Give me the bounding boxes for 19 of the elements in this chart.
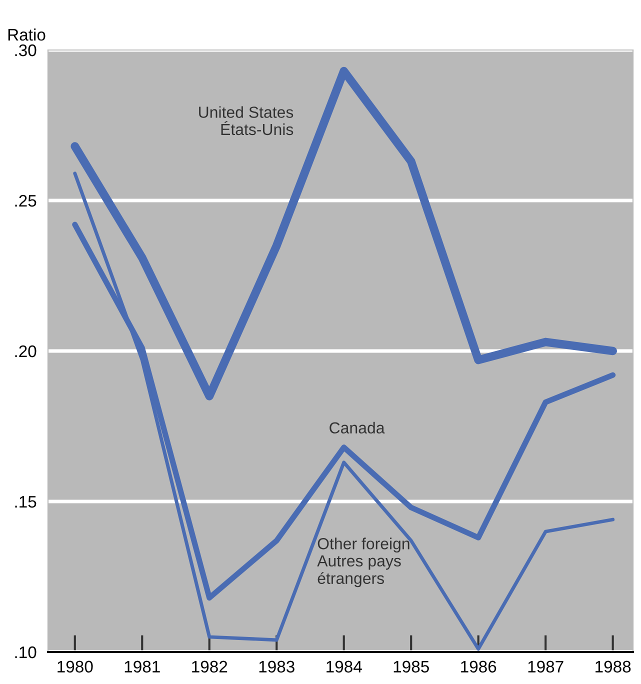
y-tick-label: .15 [15, 496, 36, 508]
x-tick-label: 1982 [192, 660, 228, 673]
series-label: United States États-Unis [199, 106, 294, 136]
x-tick-label: 1983 [259, 660, 294, 673]
x-tick-label: 1986 [461, 660, 496, 673]
x-tick-label: 1980 [58, 660, 93, 673]
series-label: Canada [330, 422, 385, 434]
y-axis-title: Ratio [8, 28, 46, 41]
y-tick-label: .25 [15, 194, 36, 207]
x-tick-label: 1988 [596, 660, 631, 673]
y-tick-label: .10 [15, 646, 36, 658]
series-label: Other foreign Autres pays étrangers [317, 538, 410, 588]
line-series [73, 172, 615, 651]
x-tick-label: 1985 [394, 660, 429, 673]
x-tick-label: 1984 [326, 660, 362, 673]
y-tick-label: .30 [15, 44, 36, 56]
y-tick-label: .20 [15, 345, 36, 358]
x-tick-label: 1981 [124, 660, 160, 673]
x-tick-label: 1987 [528, 660, 564, 673]
